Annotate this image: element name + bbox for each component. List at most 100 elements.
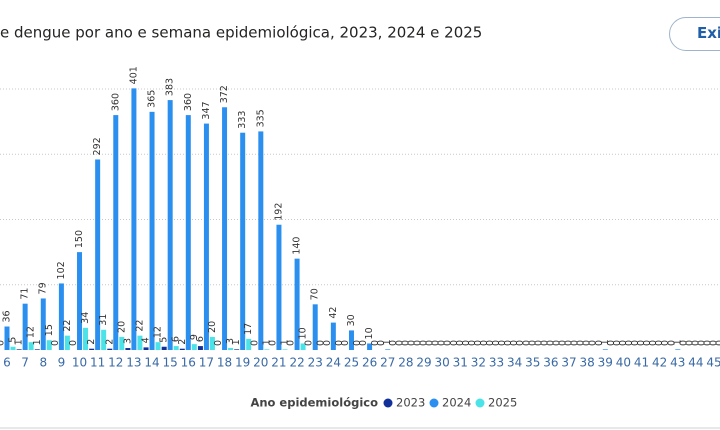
bar: [22, 303, 28, 350]
bar: [385, 349, 391, 350]
data-label: 1: [231, 339, 242, 345]
data-label: 292: [92, 137, 103, 155]
bar: [58, 283, 64, 350]
data-label: 0: [533, 340, 544, 346]
bar: [209, 336, 215, 350]
bar: [143, 347, 149, 350]
bar: [179, 348, 185, 350]
x-tick-label: 7: [21, 356, 29, 370]
x-tick-label: 30: [434, 356, 449, 370]
chart-title: e dengue por ano e semana epidemiológica…: [0, 24, 482, 42]
data-label: 17: [243, 323, 254, 335]
x-tick-label: 38: [580, 356, 595, 370]
x-tick-label: 15: [163, 356, 178, 370]
data-label: 0: [606, 340, 617, 346]
x-tick-label: 19: [235, 356, 250, 370]
bar: [258, 131, 264, 350]
data-label: 0: [576, 340, 587, 346]
bar: [155, 342, 161, 350]
x-tick-label: 8: [39, 356, 47, 370]
data-label: 0: [370, 340, 381, 346]
x-tick-label: 24: [326, 356, 341, 370]
data-label: 70: [310, 288, 321, 300]
show-button[interactable]: Exib: [669, 17, 720, 51]
bar: [119, 336, 125, 350]
data-label: 0: [455, 340, 466, 346]
bar: [83, 327, 89, 350]
data-label: 42: [328, 307, 339, 319]
data-label: 0: [479, 340, 490, 346]
data-label: 0: [551, 340, 562, 346]
data-label: 0: [630, 340, 641, 346]
data-label: 0: [527, 340, 538, 346]
bar: [28, 342, 34, 350]
data-label: 22: [62, 320, 73, 332]
data-label: 0: [582, 340, 593, 346]
x-tick-label: 20: [253, 356, 268, 370]
bar: [294, 258, 300, 350]
bar: [77, 252, 83, 350]
bar: [16, 349, 22, 350]
x-tick-label: 9: [58, 356, 66, 370]
data-label: 347: [201, 101, 212, 119]
data-label: 5: [159, 337, 170, 343]
x-tick-label: 28: [398, 356, 413, 370]
data-label: 0: [624, 340, 635, 346]
data-label: 0: [213, 340, 224, 346]
bar: [113, 115, 119, 350]
data-label: 0: [709, 340, 720, 346]
data-label: 1: [672, 339, 683, 345]
data-label: 71: [20, 288, 31, 300]
data-label: 0: [443, 340, 454, 346]
data-label: 335: [255, 109, 266, 127]
data-label: 20: [207, 321, 218, 333]
legend-marker: [475, 398, 485, 408]
bar: [101, 329, 107, 350]
data-label: 0: [497, 340, 508, 346]
bar: [95, 159, 101, 350]
bar: [222, 107, 228, 351]
data-label: 0: [678, 340, 689, 346]
data-label: 6: [195, 336, 206, 342]
x-tick-label: 36: [543, 356, 558, 370]
bar: [197, 346, 203, 350]
data-label: 0: [286, 340, 297, 346]
x-tick-label: 34: [507, 356, 522, 370]
bar: [246, 338, 252, 350]
data-label: 0: [642, 340, 653, 346]
data-label: 0: [388, 340, 399, 346]
x-tick-label: 27: [380, 356, 395, 370]
data-label: 0: [684, 340, 695, 346]
data-label: 0: [558, 340, 569, 346]
data-label: 0: [424, 340, 435, 346]
bar: [234, 349, 240, 350]
x-tick-label: 31: [453, 356, 468, 370]
data-label: 0: [509, 340, 520, 346]
x-tick-label: 40: [616, 356, 631, 370]
data-label: 0: [334, 340, 345, 346]
data-label: 0: [545, 340, 556, 346]
data-label: 1: [32, 339, 43, 345]
data-label: 20: [116, 321, 127, 333]
data-label: 22: [134, 320, 145, 332]
data-label: 1: [261, 339, 272, 345]
data-label: 12: [153, 326, 164, 338]
bar: [185, 115, 191, 350]
data-label: 0: [412, 340, 423, 346]
x-tick-label: 32: [471, 356, 486, 370]
data-label: 0: [648, 340, 659, 346]
x-tick-label: 42: [652, 356, 667, 370]
legend-label: 2024: [442, 396, 471, 410]
data-label: 36: [2, 310, 13, 322]
bar: [240, 132, 246, 350]
x-tick-label: 21: [271, 356, 286, 370]
data-label: 360: [110, 93, 121, 111]
data-label: 0: [485, 340, 496, 346]
bar: [348, 330, 354, 350]
data-label: 4: [141, 337, 152, 343]
bar: [312, 304, 318, 350]
data-label: 0: [340, 340, 351, 346]
data-label: 0: [358, 340, 369, 346]
x-tick-label: 25: [344, 356, 359, 370]
